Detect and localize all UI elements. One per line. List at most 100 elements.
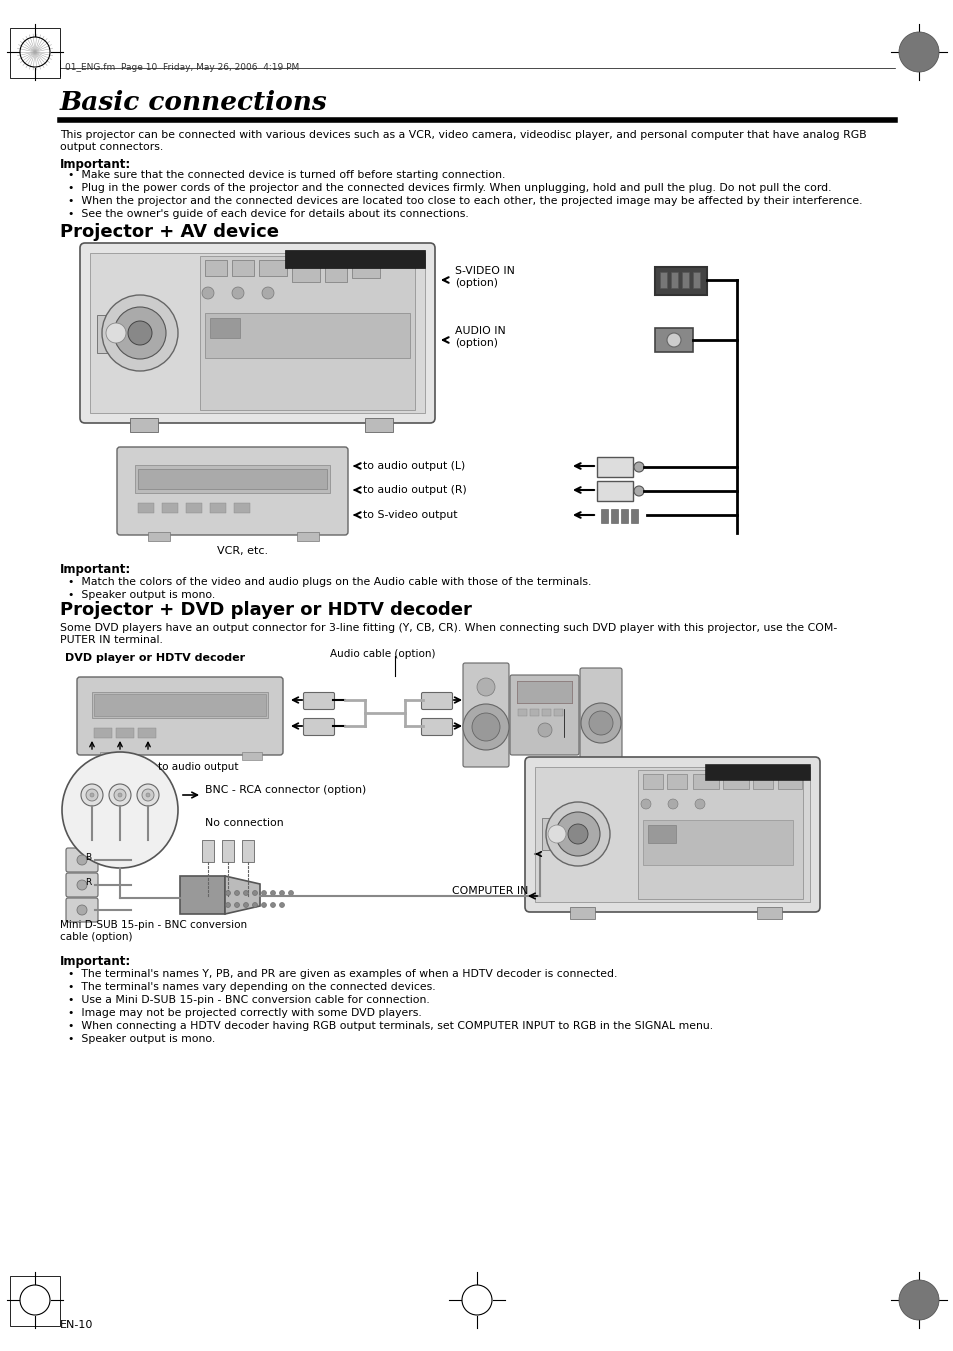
Text: to S-video output: to S-video output xyxy=(363,509,457,520)
Circle shape xyxy=(77,880,87,890)
Text: AUDIO IN
(option): AUDIO IN (option) xyxy=(455,326,505,347)
Circle shape xyxy=(77,855,87,865)
Circle shape xyxy=(271,902,275,908)
Circle shape xyxy=(137,784,159,807)
Circle shape xyxy=(128,322,152,345)
Bar xyxy=(757,907,781,919)
Bar xyxy=(365,417,393,432)
Text: to audio output: to audio output xyxy=(158,762,238,771)
Circle shape xyxy=(202,286,213,299)
Text: S-VIDEO IN
(option): S-VIDEO IN (option) xyxy=(455,266,515,288)
Circle shape xyxy=(588,711,613,735)
Text: BNC - RCA connector (option): BNC - RCA connector (option) xyxy=(205,785,366,794)
Bar xyxy=(630,509,638,523)
Circle shape xyxy=(556,812,599,857)
Circle shape xyxy=(225,890,231,896)
Bar xyxy=(597,457,633,477)
Bar xyxy=(205,313,410,358)
Text: •  When the projector and the connected devices are located too close to each ot: • When the projector and the connected d… xyxy=(68,196,862,205)
FancyBboxPatch shape xyxy=(66,848,98,871)
Circle shape xyxy=(567,824,587,844)
Bar xyxy=(242,840,253,862)
Text: Important:: Important: xyxy=(60,563,132,576)
Text: •  Image may not be projected correctly with some DVD players.: • Image may not be projected correctly w… xyxy=(68,1008,421,1019)
Bar xyxy=(655,328,692,353)
Polygon shape xyxy=(225,875,260,915)
Bar xyxy=(232,259,253,276)
Bar xyxy=(94,728,112,738)
Bar xyxy=(666,774,686,789)
FancyBboxPatch shape xyxy=(303,693,335,709)
Bar xyxy=(138,503,153,513)
Bar xyxy=(600,509,607,523)
Bar xyxy=(205,259,227,276)
Circle shape xyxy=(898,1279,938,1320)
Bar xyxy=(704,765,809,780)
Text: Some DVD players have an output connector for 3-line fitting (Y, CB, CR). When c: Some DVD players have an output connecto… xyxy=(60,623,837,644)
Bar xyxy=(162,503,178,513)
Text: Projector + DVD player or HDTV decoder: Projector + DVD player or HDTV decoder xyxy=(60,601,472,619)
Bar xyxy=(692,774,719,789)
Bar xyxy=(138,469,327,489)
Text: •  When connecting a HDTV decoder having RGB output terminals, set COMPUTER INPU: • When connecting a HDTV decoder having … xyxy=(68,1021,713,1031)
FancyBboxPatch shape xyxy=(579,667,621,762)
Circle shape xyxy=(81,784,103,807)
Bar xyxy=(90,253,424,413)
Bar xyxy=(10,1275,60,1325)
Text: No connection: No connection xyxy=(205,817,283,828)
Bar xyxy=(186,503,202,513)
Bar xyxy=(670,272,678,288)
Bar xyxy=(642,774,662,789)
Circle shape xyxy=(545,802,609,866)
Bar xyxy=(530,709,538,716)
Bar xyxy=(517,681,572,703)
FancyBboxPatch shape xyxy=(77,677,283,755)
Circle shape xyxy=(77,905,87,915)
Bar xyxy=(116,728,133,738)
Circle shape xyxy=(232,286,244,299)
Circle shape xyxy=(261,890,266,896)
Circle shape xyxy=(695,798,704,809)
Circle shape xyxy=(62,753,178,867)
Circle shape xyxy=(234,890,239,896)
Bar xyxy=(325,259,347,282)
Circle shape xyxy=(102,295,178,372)
Circle shape xyxy=(243,890,248,896)
FancyBboxPatch shape xyxy=(421,693,452,709)
Bar xyxy=(554,709,562,716)
Text: R: R xyxy=(85,878,91,888)
Bar xyxy=(91,692,268,717)
Bar xyxy=(202,840,213,862)
Text: B: B xyxy=(85,852,91,862)
Circle shape xyxy=(898,32,938,72)
Circle shape xyxy=(547,825,565,843)
Circle shape xyxy=(476,678,495,696)
Bar xyxy=(517,709,526,716)
Bar xyxy=(610,509,618,523)
Text: •  Make sure that the connected device is turned off before starting connection.: • Make sure that the connected device is… xyxy=(68,170,505,180)
Text: to audio output (L): to audio output (L) xyxy=(363,461,465,471)
Circle shape xyxy=(537,723,552,738)
Bar xyxy=(148,532,170,540)
Bar xyxy=(296,532,318,540)
Text: DVD player or HDTV decoder: DVD player or HDTV decoder xyxy=(65,653,245,663)
Circle shape xyxy=(262,286,274,299)
Text: Basic connections: Basic connections xyxy=(60,91,328,115)
Text: EN-10: EN-10 xyxy=(60,1320,93,1329)
Bar xyxy=(130,417,158,432)
Bar xyxy=(210,317,240,338)
Bar xyxy=(222,840,233,862)
Bar xyxy=(655,267,706,295)
Bar xyxy=(352,259,379,278)
Bar xyxy=(597,481,633,501)
Circle shape xyxy=(288,890,294,896)
Text: COMPUTER IN: COMPUTER IN xyxy=(452,886,528,896)
Bar xyxy=(541,817,572,850)
Circle shape xyxy=(113,307,166,359)
Text: to audio output (R): to audio output (R) xyxy=(363,485,466,494)
Bar xyxy=(692,272,700,288)
Circle shape xyxy=(146,793,150,797)
FancyBboxPatch shape xyxy=(117,447,348,535)
Circle shape xyxy=(271,890,275,896)
Bar xyxy=(258,259,287,276)
